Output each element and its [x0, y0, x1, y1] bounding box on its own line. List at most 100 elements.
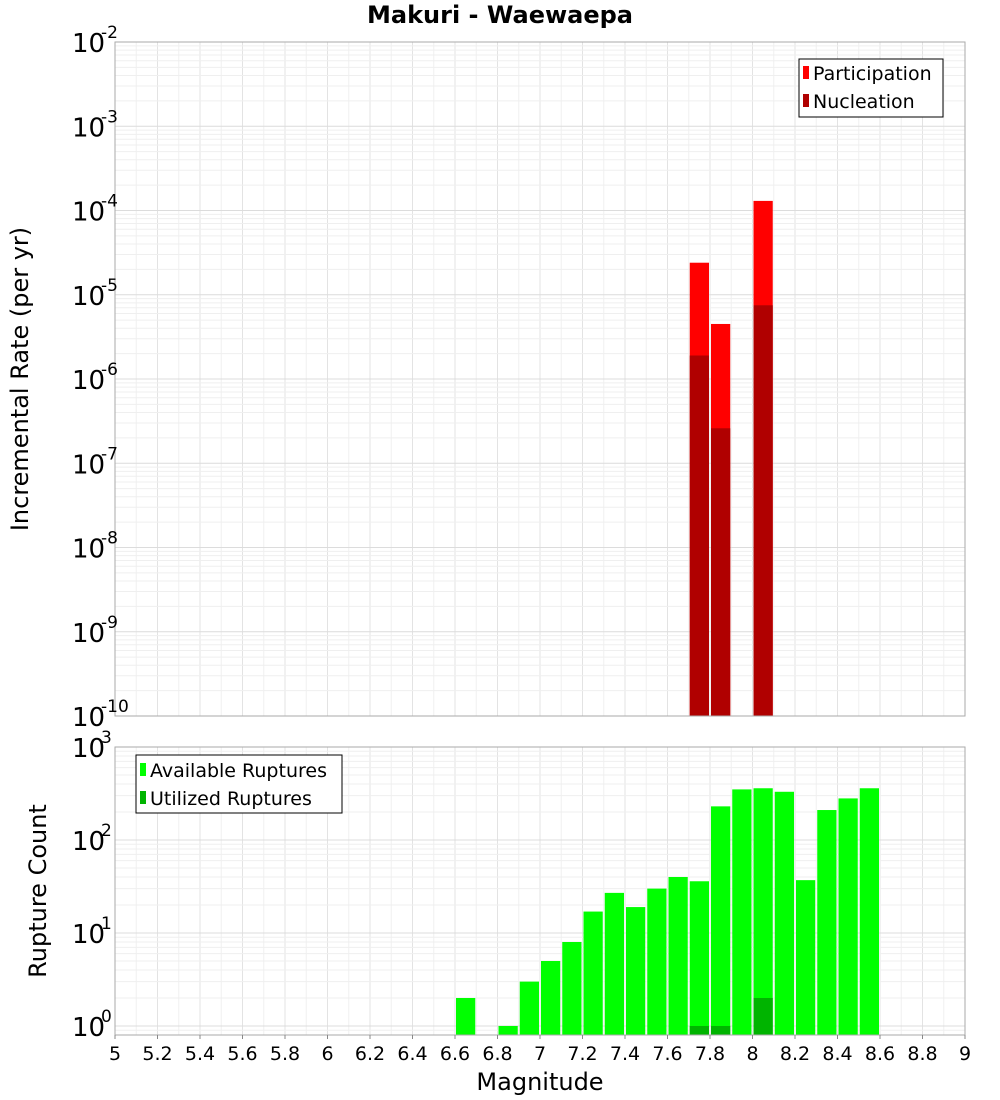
x-tick-label: 5 — [109, 1043, 121, 1065]
bar-available-ruptures — [541, 960, 561, 1035]
bar-available-ruptures — [626, 907, 646, 1035]
top-legend-box — [798, 58, 944, 118]
y-tick-base: 10 — [72, 535, 105, 565]
bar-utilized-ruptures — [689, 1025, 709, 1035]
y-tick-exponent: -5 — [101, 276, 118, 296]
x-tick-label: 7.4 — [610, 1043, 640, 1065]
bar-available-ruptures — [753, 788, 773, 1035]
legend-label-nucleation: Nucleation — [813, 91, 915, 113]
y-tick-base: 10 — [72, 366, 105, 396]
bar-available-ruptures — [689, 881, 709, 1035]
legend-swatch-participation — [803, 66, 809, 79]
bar-available-ruptures — [817, 810, 837, 1035]
bottom-bars — [456, 788, 879, 1035]
y-tick-exponent: 0 — [101, 1007, 112, 1027]
y-tick-exponent: -7 — [101, 444, 118, 464]
x-axis-label: Magnitude — [476, 1068, 603, 1096]
y-tick-base: 10 — [72, 198, 105, 228]
y-tick-exponent: -3 — [101, 107, 118, 127]
bar-available-ruptures — [583, 911, 603, 1035]
x-tick-label: 6.8 — [482, 1043, 512, 1065]
legend-label-utilized: Utilized Ruptures — [150, 788, 312, 810]
bar-available-ruptures — [456, 997, 476, 1035]
x-tick-label: 7 — [534, 1043, 546, 1065]
bar-available-ruptures — [562, 942, 582, 1035]
bottom-legend: Available Ruptures Utilized Ruptures — [135, 754, 343, 814]
bottom-legend-box — [135, 754, 343, 814]
bar-available-ruptures — [668, 877, 688, 1035]
y-tick-base: 10 — [72, 827, 105, 857]
x-tick-label: 8.6 — [865, 1043, 895, 1065]
x-tick-label: 5.8 — [270, 1043, 300, 1065]
y-tick-exponent: -6 — [101, 360, 118, 380]
y-tick-label: 101 — [72, 914, 112, 950]
y-tick-base: 10 — [72, 1013, 105, 1043]
bar-utilized-ruptures — [753, 997, 773, 1035]
y-tick-label: 103 — [72, 728, 112, 764]
bar-available-ruptures — [604, 892, 624, 1035]
x-tick-label: 7.6 — [652, 1043, 682, 1065]
y-tick-label: 10-3 — [72, 107, 118, 143]
y-tick-label: 10-8 — [72, 529, 118, 565]
y-tick-exponent: 2 — [101, 821, 112, 841]
y-tick-base: 10 — [72, 29, 105, 59]
bar-available-ruptures — [859, 788, 879, 1035]
x-tick-labels: 5 5.2 5.4 5.6 5.8 6 6.2 6.4 6.6 6.8 7 7.2 7.4 7.6 7.8 8… — [109, 1035, 971, 1065]
chart-title: Makuri - Waewaepa — [367, 1, 633, 29]
bar-available-ruptures — [647, 888, 667, 1035]
y-tick-base: 10 — [72, 703, 105, 733]
bottom-y-axis-label: Rupture Count — [24, 804, 52, 978]
y-tick-exponent: -2 — [101, 23, 118, 43]
y-tick-base: 10 — [72, 920, 105, 950]
x-tick-label: 7.8 — [695, 1043, 725, 1065]
y-tick-label: 102 — [72, 821, 112, 857]
x-tick-label: 8.2 — [780, 1043, 810, 1065]
legend-label-participation: Participation — [813, 63, 932, 85]
y-tick-label: 10-6 — [72, 360, 118, 396]
x-tick-label: 9 — [959, 1043, 971, 1065]
y-tick-base: 10 — [72, 734, 105, 764]
legend-label-available: Available Ruptures — [150, 760, 327, 782]
legend-swatch-utilized — [140, 791, 146, 804]
legend-swatch-available — [140, 763, 146, 776]
x-tick-label: 8 — [746, 1043, 758, 1065]
x-tick-label: 5.2 — [142, 1043, 172, 1065]
bar-available-ruptures — [711, 806, 731, 1035]
bar-nucleation — [711, 428, 731, 716]
x-tick-label: 7.2 — [567, 1043, 597, 1065]
x-tick-label: 5.4 — [185, 1043, 215, 1065]
y-tick-label: 10-10 — [72, 697, 129, 733]
y-tick-base: 10 — [72, 282, 105, 312]
y-tick-exponent: 3 — [101, 728, 112, 748]
y-tick-exponent: -10 — [101, 697, 129, 717]
top-plot-border — [114, 41, 966, 717]
top-y-axis-label: Incremental Rate (per yr) — [6, 227, 34, 531]
y-tick-label: 10-2 — [72, 23, 118, 59]
y-tick-label: 100 — [72, 1007, 112, 1043]
y-tick-base: 10 — [72, 450, 105, 480]
bar-utilized-ruptures — [711, 1025, 731, 1035]
x-tick-label: 8.8 — [907, 1043, 937, 1065]
y-tick-exponent: -8 — [101, 529, 118, 549]
x-tick-label: 6.4 — [397, 1043, 427, 1065]
bar-available-ruptures — [519, 981, 539, 1035]
x-tick-label: 6 — [321, 1043, 333, 1065]
y-tick-label: 10-5 — [72, 276, 118, 312]
y-tick-base: 10 — [72, 113, 105, 143]
y-tick-exponent: -9 — [101, 613, 118, 633]
y-tick-label: 10-4 — [72, 192, 118, 228]
y-tick-label: 10-9 — [72, 613, 118, 649]
bar-available-ruptures — [498, 1025, 518, 1035]
y-tick-label: 10-7 — [72, 444, 118, 480]
y-tick-exponent: -4 — [101, 192, 118, 212]
x-tick-label: 6.2 — [355, 1043, 385, 1065]
x-tick-label: 6.6 — [440, 1043, 470, 1065]
y-tick-exponent: 1 — [101, 914, 112, 934]
legend-swatch-nucleation — [803, 94, 809, 107]
y-tick-base: 10 — [72, 619, 105, 649]
top-bars — [689, 200, 773, 716]
top-legend: Participation Nucleation — [798, 58, 944, 118]
top-y-tick-labels: 10-210-310-410-510-610-710-810-910-10 — [72, 23, 129, 733]
